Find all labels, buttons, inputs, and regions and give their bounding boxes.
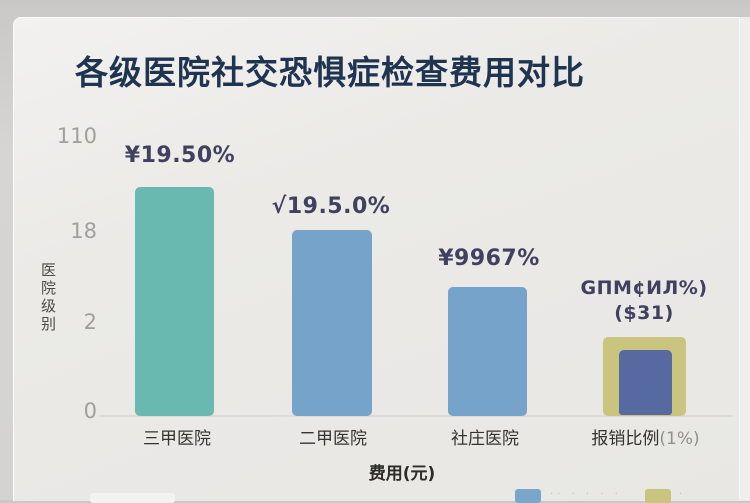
bar-sanjia-hospital — [135, 187, 214, 416]
value-label-bar4-line1: GΠМ¢ИЛ%) — [580, 277, 708, 299]
bar-reimbursement-inner — [619, 350, 672, 415]
x-axis-baseline — [100, 415, 732, 417]
y-axis-title: 医院级别 — [39, 262, 57, 334]
chart-title: 各级医院社交恐惧症检查费用对比 — [75, 53, 585, 92]
x-label-erjia: 二甲医院 — [299, 429, 367, 449]
x-label-reimbursement-percent: (1%) — [659, 429, 700, 449]
bar-erjia-hospital — [292, 230, 372, 416]
legend-swatch-blue — [515, 489, 541, 503]
x-label-reimbursement-text: 报销比例 — [591, 429, 660, 449]
y-tick-2: 2 — [83, 310, 97, 334]
y-tick-110: 110 — [56, 124, 97, 148]
x-label-reimbursement: 报销比例(1%) — [558, 424, 733, 449]
legend-label-1: ·· · · · · — [550, 489, 622, 500]
bar-shezhuang-hospital — [448, 287, 527, 416]
legend-swatch-olive — [645, 489, 671, 503]
clipped-bottom-left-element — [90, 493, 175, 503]
value-label-bar1: ¥19.50% — [124, 143, 236, 168]
card-right-edge — [739, 17, 750, 500]
y-tick-18: 18 — [70, 219, 97, 243]
x-axis-title: 费用(元) — [368, 464, 436, 484]
y-tick-0: 0 — [83, 399, 97, 423]
value-label-bar2: √19.5.0% — [271, 194, 391, 219]
value-label-bar3: ¥9967% — [438, 246, 540, 271]
value-label-bar4: GΠМ¢ИЛ%) ($31) — [564, 276, 724, 326]
x-label-shezhuang: 社庄医院 — [451, 429, 519, 449]
legend-label-2: · — [679, 489, 687, 500]
value-label-bar4-line2: ($31) — [614, 302, 674, 324]
x-label-sanjia: 三甲医院 — [143, 429, 211, 449]
